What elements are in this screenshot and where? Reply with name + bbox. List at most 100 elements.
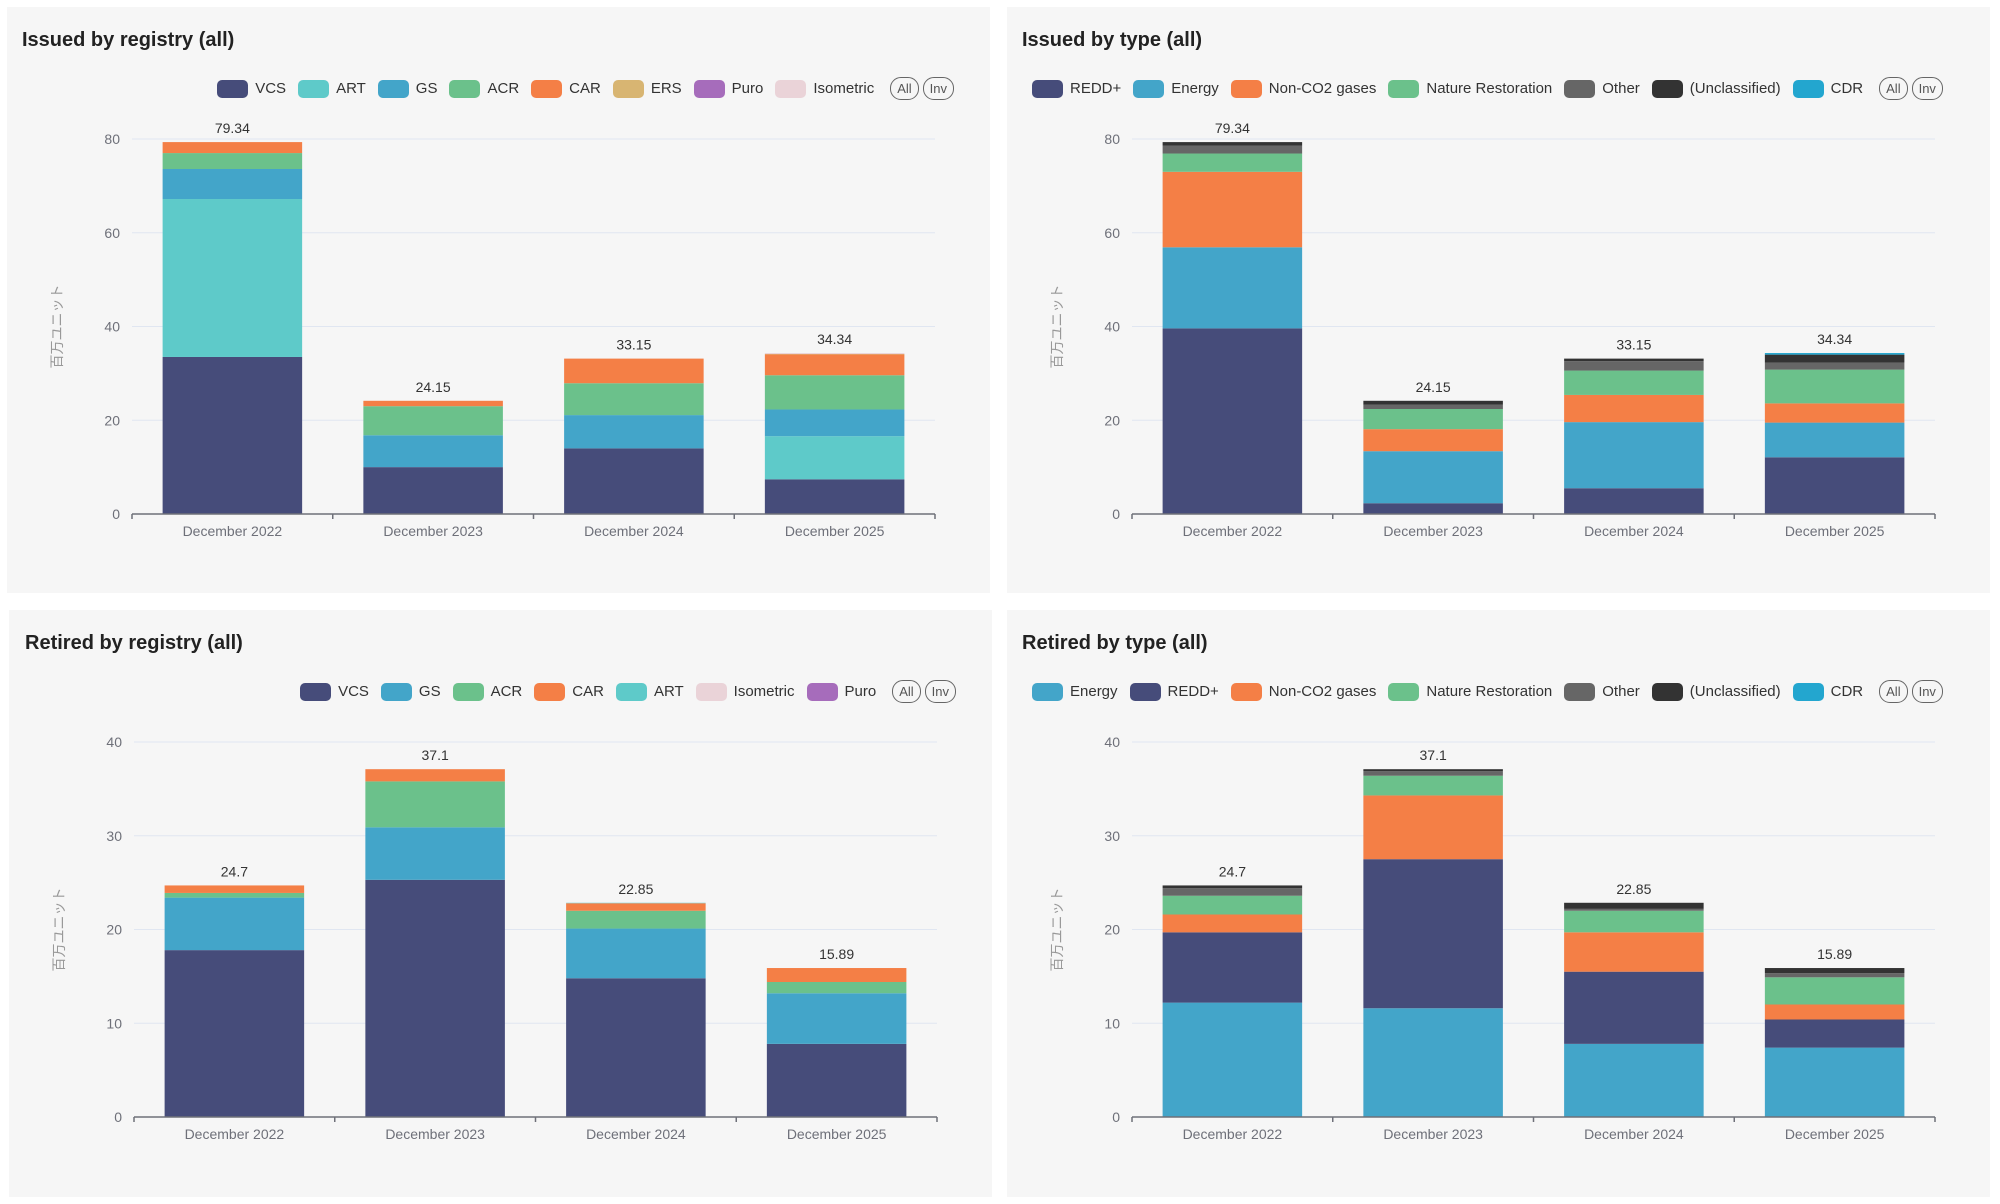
- bar-segment-other[interactable]: [1564, 361, 1704, 371]
- bar-segment-gs[interactable]: [162, 169, 303, 199]
- bar-segment-gs[interactable]: [766, 993, 907, 1044]
- bar-segment-acr[interactable]: [564, 383, 704, 416]
- legend-item-energy[interactable]: Energy: [1133, 79, 1219, 98]
- bar-segment-acr[interactable]: [365, 781, 505, 828]
- legend-item-art[interactable]: ART: [298, 79, 366, 98]
- legend-item-nature-restoration[interactable]: Nature Restoration: [1388, 682, 1552, 701]
- legend-item-unclassified[interactable]: (Unclassified): [1651, 79, 1781, 98]
- bar-segment-nature-restoration[interactable]: [1162, 895, 1303, 915]
- bar-segment-car[interactable]: [566, 903, 706, 911]
- legend-all-button[interactable]: All: [1879, 680, 1908, 703]
- legend-item-unclassified[interactable]: (Unclassified): [1651, 682, 1781, 701]
- legend-item-non-co2-gases[interactable]: Non-CO2 gases: [1230, 79, 1376, 98]
- legend-all-button[interactable]: All: [892, 680, 921, 703]
- bar-segment-energy[interactable]: [1564, 1043, 1704, 1117]
- bar-segment-energy[interactable]: [1764, 1047, 1905, 1117]
- legend-all-button[interactable]: All: [1879, 77, 1908, 100]
- legend-item-vcs[interactable]: VCS: [217, 79, 286, 98]
- bar-segment-non-co2-gases[interactable]: [1162, 914, 1303, 933]
- bar-segment-non-co2-gases[interactable]: [1764, 1004, 1905, 1020]
- bar-segment-car[interactable]: [564, 358, 704, 384]
- bar-segment-car[interactable]: [363, 400, 503, 407]
- bar-segment-non-co2-gases[interactable]: [1564, 394, 1704, 423]
- bar-segment-non-co2-gases[interactable]: [1564, 932, 1704, 972]
- bar-segment-unclassified[interactable]: [1564, 902, 1704, 909]
- legend-item-redd[interactable]: REDD+: [1032, 79, 1121, 98]
- bar-segment-energy[interactable]: [1564, 422, 1704, 489]
- bar-segment-car[interactable]: [766, 968, 907, 982]
- bar-segment-energy[interactable]: [1162, 1002, 1303, 1117]
- bar-segment-nature-restoration[interactable]: [1764, 977, 1905, 1005]
- legend-item-isometric[interactable]: Isometric: [775, 79, 874, 98]
- bar-segment-redd[interactable]: [1162, 932, 1303, 1003]
- bar-segment-car[interactable]: [365, 769, 505, 782]
- bar-segment-energy[interactable]: [1363, 451, 1503, 504]
- bar-segment-non-co2-gases[interactable]: [1363, 795, 1503, 860]
- bar-segment-acr[interactable]: [764, 375, 905, 410]
- bar-segment-non-co2-gases[interactable]: [1363, 429, 1503, 452]
- bar-segment-nature-restoration[interactable]: [1764, 369, 1905, 404]
- bar-segment-acr[interactable]: [363, 406, 503, 436]
- bar-segment-art[interactable]: [764, 436, 905, 480]
- legend-item-puro[interactable]: Puro: [693, 79, 763, 98]
- legend-item-vcs[interactable]: VCS: [300, 682, 369, 701]
- legend-inv-button[interactable]: Inv: [924, 680, 956, 703]
- legend-item-gs[interactable]: GS: [380, 682, 441, 701]
- bar-segment-non-co2-gases[interactable]: [1162, 171, 1303, 248]
- legend-item-car[interactable]: CAR: [534, 682, 604, 701]
- bar-segment-other[interactable]: [1363, 771, 1503, 776]
- bar-segment-gs[interactable]: [363, 435, 503, 468]
- bar-segment-vcs[interactable]: [365, 879, 505, 1117]
- bar-segment-redd[interactable]: [1764, 1019, 1905, 1048]
- bar-segment-unclassified[interactable]: [1764, 968, 1905, 974]
- legend-item-redd[interactable]: REDD+: [1129, 682, 1219, 701]
- bar-segment-art[interactable]: [162, 199, 303, 357]
- legend-inv-button[interactable]: Inv: [922, 77, 954, 100]
- legend-inv-button[interactable]: Inv: [1911, 77, 1943, 100]
- legend-item-car[interactable]: CAR: [531, 79, 601, 98]
- bar-segment-unclassified[interactable]: [1162, 885, 1303, 889]
- bar-segment-unclassified[interactable]: [1363, 400, 1503, 405]
- bar-segment-redd[interactable]: [1363, 859, 1503, 1009]
- bar-segment-acr[interactable]: [162, 153, 303, 169]
- bar-segment-redd[interactable]: [1162, 328, 1303, 514]
- legend-item-other[interactable]: Other: [1564, 682, 1640, 701]
- bar-segment-gs[interactable]: [566, 928, 706, 979]
- legend-item-nature-restoration[interactable]: Nature Restoration: [1388, 79, 1552, 98]
- legend-item-gs[interactable]: GS: [377, 79, 437, 98]
- legend-inv-button[interactable]: Inv: [1911, 680, 1943, 703]
- legend-item-energy[interactable]: Energy: [1032, 682, 1118, 701]
- bar-segment-unclassified[interactable]: [1162, 142, 1303, 146]
- bar-segment-unclassified[interactable]: [1564, 358, 1704, 362]
- bar-segment-nature-restoration[interactable]: [1363, 775, 1503, 796]
- legend-item-acr[interactable]: ACR: [452, 682, 522, 701]
- bar-segment-car[interactable]: [162, 142, 303, 154]
- legend-item-puro[interactable]: Puro: [806, 682, 876, 701]
- bar-segment-nature-restoration[interactable]: [1564, 370, 1704, 395]
- legend-item-non-co2-gases[interactable]: Non-CO2 gases: [1230, 682, 1376, 701]
- bar-segment-unclassified[interactable]: [1764, 354, 1905, 363]
- bar-segment-nature-restoration[interactable]: [1564, 910, 1704, 933]
- bar-segment-redd[interactable]: [1363, 503, 1503, 514]
- bar-segment-energy[interactable]: [1764, 422, 1905, 458]
- bar-segment-unclassified[interactable]: [1363, 769, 1503, 772]
- bar-segment-energy[interactable]: [1363, 1008, 1503, 1117]
- legend-item-other[interactable]: Other: [1564, 79, 1640, 98]
- legend-item-cdr[interactable]: CDR: [1792, 682, 1863, 701]
- bar-segment-redd[interactable]: [1564, 971, 1704, 1044]
- bar-segment-energy[interactable]: [1162, 247, 1303, 329]
- bar-segment-non-co2-gases[interactable]: [1764, 403, 1905, 423]
- legend-item-acr[interactable]: ACR: [449, 79, 519, 98]
- legend-item-cdr[interactable]: CDR: [1792, 79, 1863, 98]
- bar-segment-isometric[interactable]: [764, 353, 905, 354]
- bar-segment-other[interactable]: [1162, 888, 1303, 896]
- bar-segment-cdr[interactable]: [1764, 353, 1905, 355]
- legend-all-button[interactable]: All: [890, 77, 919, 100]
- bar-segment-redd[interactable]: [1564, 488, 1704, 514]
- bar-segment-gs[interactable]: [564, 415, 704, 449]
- bar-segment-vcs[interactable]: [764, 479, 905, 514]
- bar-segment-vcs[interactable]: [164, 950, 305, 1117]
- bar-segment-car[interactable]: [164, 885, 305, 893]
- bar-segment-vcs[interactable]: [162, 356, 303, 514]
- bar-segment-nature-restoration[interactable]: [1162, 153, 1303, 172]
